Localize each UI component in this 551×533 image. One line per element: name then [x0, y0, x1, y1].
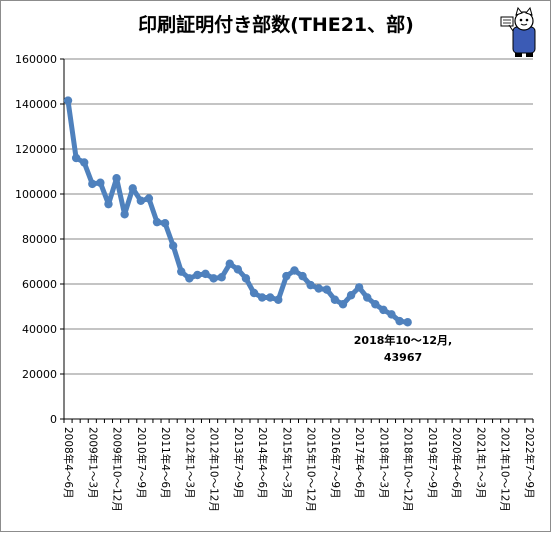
y-tick-label: 0 — [50, 413, 57, 426]
data-point — [128, 184, 137, 193]
data-point — [338, 300, 348, 309]
data-point — [201, 269, 210, 279]
annotation-value: 43967 — [384, 351, 422, 364]
data-point — [225, 259, 234, 268]
data-point — [233, 265, 243, 274]
x-tick-label: 2022年7～9月 — [523, 427, 536, 499]
data-point — [144, 194, 154, 203]
y-tick-label: 80000 — [22, 233, 57, 246]
data-point — [193, 270, 202, 280]
y-tick-label: 20000 — [22, 368, 57, 381]
data-point — [71, 153, 81, 163]
data-point — [177, 267, 186, 276]
x-tick-label: 2021年10～12月 — [499, 427, 512, 512]
data-point — [395, 316, 404, 326]
y-tick-label: 160000 — [15, 53, 57, 66]
y-tick-label: 40000 — [22, 323, 57, 336]
x-tick-label: 2015年10～12月 — [305, 427, 318, 512]
y-tick-label: 120000 — [15, 143, 57, 156]
data-point — [354, 283, 364, 292]
data-point — [290, 266, 299, 275]
x-tick-label: 2020年4～6月 — [450, 427, 463, 499]
x-tick-label: 2018年1～3月 — [377, 427, 390, 499]
data-point — [112, 174, 121, 183]
data-point — [346, 291, 356, 300]
data-point — [104, 199, 113, 209]
data-point — [265, 293, 275, 302]
y-tick-label: 60000 — [22, 278, 57, 291]
data-point — [160, 219, 170, 228]
data-point — [306, 280, 315, 290]
data-point — [168, 241, 178, 250]
cat-mascot-icon — [500, 6, 536, 57]
y-tick-label: 140000 — [15, 98, 57, 111]
x-tick-label: 2015年1～3月 — [280, 427, 293, 499]
data-point — [80, 158, 89, 167]
x-tick-label: 2014年4～6月 — [256, 427, 269, 499]
x-tick-label: 2011年4～6月 — [159, 427, 172, 499]
data-point — [249, 288, 259, 298]
x-tick-label: 2021年1～3月 — [474, 427, 487, 499]
x-tick-label: 2017年4～6月 — [353, 427, 366, 499]
x-tick-label: 2012年1～3月 — [183, 427, 196, 499]
data-point — [63, 96, 73, 105]
data-point — [322, 285, 332, 294]
x-tick-label: 2013年7～9月 — [232, 427, 245, 499]
data-point — [136, 196, 146, 205]
x-tick-label: 2010年7～9月 — [135, 427, 148, 499]
data-point — [282, 271, 291, 281]
data-point — [330, 295, 340, 304]
data-point — [274, 295, 283, 304]
x-tick-label: 2009年1～3月 — [86, 427, 99, 499]
x-tick-label: 2018年10～12月 — [402, 427, 415, 512]
data-point — [152, 217, 162, 227]
data-point — [217, 273, 226, 282]
data-point — [298, 271, 307, 281]
data-point — [314, 284, 323, 293]
data-point — [185, 274, 194, 283]
x-tick-label: 2016年7～9月 — [329, 427, 342, 499]
data-point — [371, 300, 380, 309]
data-point — [379, 305, 388, 315]
data-point — [403, 318, 412, 327]
data-point — [120, 210, 129, 219]
x-tick-label: 2008年4～6月 — [62, 427, 75, 499]
x-tick-label: 2019年7～9月 — [426, 427, 439, 499]
x-tick-label: 2009年10～12月 — [111, 427, 124, 512]
data-point — [88, 179, 97, 189]
data-point — [363, 293, 372, 302]
data-point — [241, 274, 251, 283]
chart-title: 印刷証明付き部数(THE21、部) — [138, 13, 414, 36]
y-tick-label: 100000 — [15, 188, 57, 201]
data-point — [387, 310, 396, 319]
annotation-period: 2018年10～12月, — [354, 333, 452, 347]
data-point — [257, 293, 267, 302]
x-tick-label: 2012年10～12月 — [208, 427, 221, 512]
data-point — [96, 178, 105, 187]
data-point — [209, 274, 218, 283]
